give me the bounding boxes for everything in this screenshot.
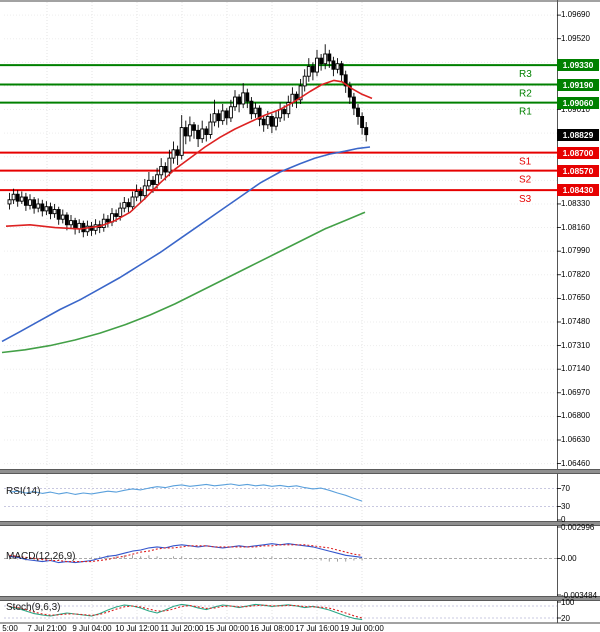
macd-indicator-label: MACD(12,26,9) [6,551,76,562]
panel-resize-divider[interactable] [0,521,600,526]
pivot-label-S1: S1 [519,157,532,168]
time-axis-label: 7 Jul 21:00 [27,624,67,632]
time-axis: 5:00 7 Jul 21:00 9 Jul 04:00 10 Jul 12:00 11… [0,623,557,632]
time-axis-label: 16 Jul 08:00 [250,624,294,632]
pivot-label-R3: R3 [519,69,532,80]
panel-resize-divider[interactable] [0,469,600,474]
stoch-indicator-label: Stoch(9,6,3) [6,602,61,613]
pivot-label-S3: S3 [519,194,532,205]
pivot-label-R2: R2 [519,89,532,100]
time-axis-label: 11 Jul 20:00 [160,624,204,632]
pivot-label-S2: S2 [519,175,532,186]
time-axis-label: 10 Jul 12:00 [115,624,159,632]
rsi-indicator-label: RSI(14) [6,486,41,497]
time-axis-label: 19 Jul 00:00 [340,624,384,632]
time-axis-label: 9 Jul 04:00 [72,624,112,632]
time-axis-label: 15 Jul 00:00 [205,624,249,632]
pivot-label-R1: R1 [519,107,532,118]
time-axis-label: 5:00 [2,624,18,632]
time-axis-label: 17 Jul 16:00 [295,624,339,632]
panel-resize-divider[interactable] [0,596,600,601]
